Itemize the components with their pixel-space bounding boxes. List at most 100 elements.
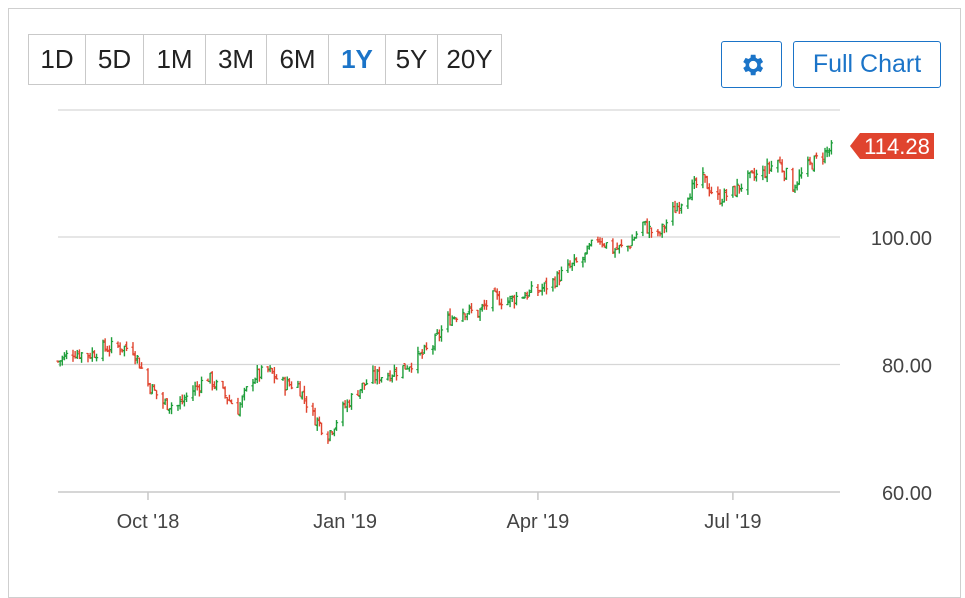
price-bar-up	[255, 365, 259, 384]
price-bar-up	[401, 364, 405, 379]
range-button-1y[interactable]: 1Y	[329, 35, 386, 84]
price-bars	[56, 140, 834, 444]
price-bar-down	[257, 368, 261, 382]
price-bar-down	[105, 345, 109, 353]
range-button-1d[interactable]: 1D	[29, 35, 86, 84]
price-bar-up	[647, 220, 651, 239]
range-button-5d[interactable]: 5D	[86, 35, 144, 84]
price-bar-up	[193, 381, 197, 396]
price-bar-down	[810, 162, 814, 170]
price-bar-down	[223, 386, 227, 399]
y-tick-label: 80.00	[882, 356, 932, 378]
price-bar-down	[600, 237, 604, 248]
range-selector: 1D 5D 1M 3M 6M 1Y 5Y 20Y	[28, 34, 502, 85]
full-chart-button[interactable]: Full Chart	[793, 41, 941, 88]
price-bar-up	[746, 170, 750, 195]
price-bar-down	[133, 351, 137, 365]
price-bar-up	[671, 201, 675, 226]
price-bar-up	[435, 329, 439, 335]
price-bar-up	[163, 398, 167, 405]
price-bar-down	[615, 242, 619, 250]
price-bar-down	[330, 431, 334, 436]
range-button-5y[interactable]: 5Y	[386, 35, 438, 84]
price-bar-down	[763, 165, 767, 179]
price-bar-up	[510, 295, 514, 303]
range-button-6m[interactable]: 6M	[267, 35, 329, 84]
price-bar-up	[214, 379, 219, 391]
price-bar-up	[364, 379, 369, 386]
price-bar-up	[242, 387, 246, 401]
price-bar-up	[431, 345, 435, 355]
price-bar-up	[178, 396, 182, 410]
price-bar-up	[829, 140, 834, 155]
range-button-3m[interactable]: 3M	[206, 35, 267, 84]
price-bar-down	[733, 185, 737, 196]
price-bar-down	[225, 396, 229, 405]
price-bar-down	[437, 329, 441, 342]
price-bar-up	[182, 394, 187, 407]
x-tick-label: Jan '19	[313, 511, 377, 533]
price-bar-up	[559, 266, 564, 282]
price-bar-down	[236, 397, 240, 415]
price-bar-down	[409, 362, 414, 373]
price-bar-up	[793, 184, 797, 193]
price-bar-down	[274, 374, 279, 380]
price-bar-down	[649, 227, 654, 238]
price-bar-down	[270, 367, 274, 374]
price-bar-up	[150, 384, 154, 395]
price-bar-down	[347, 399, 351, 408]
price-bar-down	[677, 201, 681, 214]
price-bar-down	[611, 238, 615, 254]
price-bar-up	[64, 350, 69, 360]
price-bar-down	[705, 175, 709, 190]
y-axis: 60.00 80.00 100.00	[871, 228, 932, 505]
price-bar-up	[776, 159, 780, 173]
price-bar-down	[656, 229, 660, 237]
price-bar-down	[388, 370, 392, 382]
price-bar-up	[360, 382, 364, 394]
price-bar-up	[508, 295, 512, 308]
price-bar-up	[643, 220, 647, 226]
price-bar-down	[469, 303, 474, 314]
settings-button[interactable]	[721, 41, 782, 88]
price-bar-down	[596, 236, 600, 243]
price-bar-down	[298, 381, 302, 397]
price-bar-down	[424, 342, 429, 351]
price-bar-up	[300, 391, 304, 400]
price-bar-down	[448, 308, 452, 326]
price-bar-down	[362, 382, 366, 390]
price-bar-up	[566, 259, 570, 273]
price-bar-down	[373, 365, 377, 384]
price-bar-down	[266, 366, 270, 373]
price-badge-shape	[850, 133, 934, 159]
price-bar-down	[71, 349, 75, 362]
price-bar-up	[761, 165, 765, 181]
range-button-1m[interactable]: 1M	[144, 35, 206, 84]
price-bar-down	[482, 299, 486, 310]
price-bar-down	[356, 390, 360, 397]
price-bar-up	[589, 239, 594, 247]
price-bar-up	[806, 156, 810, 177]
price-bar-up	[799, 167, 804, 179]
price-bar-down	[821, 152, 825, 165]
price-bar-up	[527, 289, 531, 297]
price-bar-up	[90, 347, 94, 362]
price-bar-down	[782, 170, 786, 182]
price-bar-up	[392, 364, 396, 377]
price-bar-up	[60, 355, 64, 366]
price-bar-down	[767, 161, 771, 174]
price-bar-down	[420, 349, 424, 359]
price-bar-up	[617, 244, 621, 254]
price-bar-up	[634, 231, 639, 239]
price-bar-down	[131, 342, 135, 356]
range-button-20y[interactable]: 20Y	[438, 35, 501, 84]
price-bar-up	[109, 337, 114, 354]
price-bar-up	[523, 291, 527, 299]
price-bar-up	[542, 282, 546, 292]
price-bar-down	[495, 288, 499, 300]
price-bar-down	[694, 177, 699, 188]
price-bar-down	[319, 422, 324, 436]
price-bar-up	[688, 193, 692, 200]
y-tick-label: 100.00	[871, 228, 932, 250]
price-bar-down	[673, 200, 677, 214]
